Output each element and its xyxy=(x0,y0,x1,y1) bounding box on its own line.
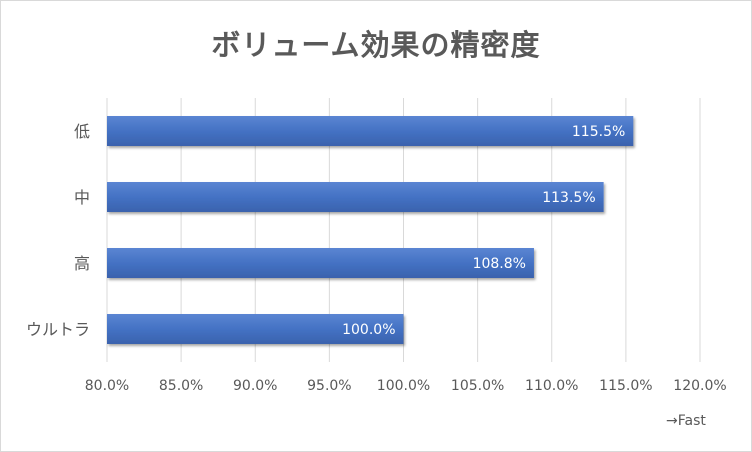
x-tick-label: 90.0% xyxy=(233,378,277,394)
category-label: 高 xyxy=(74,254,90,273)
bars xyxy=(107,116,634,344)
data-label: 113.5% xyxy=(542,190,595,206)
category-label: 低 xyxy=(74,122,90,141)
x-tick-labels: 80.0% 85.0% 90.0% 95.0% 100.0% 105.0% 110.0% 11… xyxy=(85,378,727,394)
category-label: 中 xyxy=(74,188,90,207)
bar xyxy=(107,314,404,344)
x-tick-label: 110.0% xyxy=(525,378,578,394)
data-label: 100.0% xyxy=(342,322,395,338)
category-label: ウルトラ xyxy=(26,320,90,339)
chart-title: ボリューム効果の精密度 xyxy=(211,28,541,62)
x-tick-label: 120.0% xyxy=(673,378,726,394)
data-label: 108.8% xyxy=(473,256,526,272)
x-tick-label: 85.0% xyxy=(159,378,203,394)
bar xyxy=(107,182,604,212)
data-label: 115.5% xyxy=(572,124,625,140)
x-tick-label: 80.0% xyxy=(85,378,129,394)
x-tick-label: 115.0% xyxy=(599,378,652,394)
bar xyxy=(107,116,634,146)
data-labels: 115.5% 113.5% 108.8% 100.0% xyxy=(342,124,625,338)
bar xyxy=(107,248,534,278)
x-tick-label: 95.0% xyxy=(307,378,351,394)
x-tick-label: 105.0% xyxy=(451,378,504,394)
x-axis-note: →Fast xyxy=(666,413,706,429)
x-tick-label: 100.0% xyxy=(377,378,430,394)
